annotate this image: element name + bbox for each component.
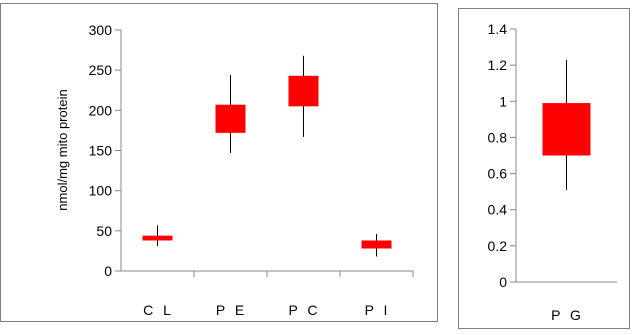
left-box [142,235,173,241]
right-ytick-label: 0.8 [488,129,508,145]
left-category-label: P C [288,302,320,318]
left-box [215,104,246,133]
left-ytick-label: 300 [89,22,113,38]
left-box [361,240,392,249]
left-category-label: P I [365,302,391,318]
left-ytick-label: 200 [89,102,113,118]
y-axis-title-left: nmol/mg mito protein [55,89,70,210]
left-ytick-label: 100 [89,183,113,199]
left-ytick-label: 0 [104,263,112,279]
right-box [542,103,591,156]
chart-frame-right [458,8,630,329]
right-ytick-label: 1.2 [488,57,508,73]
left-category-label: C L [143,302,174,318]
right-category-label: P G [551,307,584,323]
right-ytick-label: 1.4 [488,21,508,37]
left-ytick-label: 250 [89,62,113,78]
left-ytick-label: 50 [96,223,112,239]
chart-frame-left [0,3,438,322]
right-ytick-label: 1 [499,93,507,109]
right-ytick-label: 0.6 [488,166,508,182]
right-ytick-label: 0 [499,274,507,290]
left-ytick-label: 150 [89,143,113,159]
left-category-label: P E [216,302,247,318]
right-ytick-label: 0.2 [488,238,508,254]
right-ytick-label: 0.4 [488,202,508,218]
left-box [288,75,319,107]
